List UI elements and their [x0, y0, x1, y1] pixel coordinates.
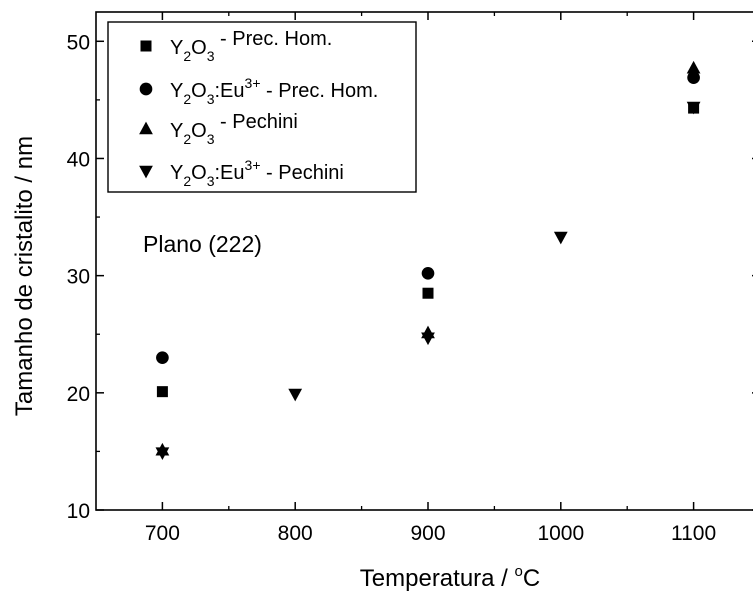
data-point-triangle-down: [421, 332, 435, 346]
legend-label-part: Y: [170, 37, 183, 59]
y-tick-label: 50: [67, 31, 90, 54]
x-axis-title: Temperatura / oC: [360, 563, 540, 592]
legend-label-part: Y: [170, 80, 183, 102]
legend-label-part: 2: [183, 173, 191, 189]
data-point-triangle-down: [553, 231, 568, 245]
legend-label: Y2O3​​ - Pechini: [170, 111, 298, 147]
legend-label-part: O: [191, 120, 207, 142]
x-tick-label: 1100: [671, 522, 716, 545]
data-point-square: [156, 386, 168, 398]
x-axis-title-degree: o: [515, 563, 523, 580]
legend-label-part: - Prec. Hom.: [215, 28, 333, 50]
legend-marker-circle: [139, 82, 153, 96]
x-axis-title-main: Temperatura /: [360, 565, 515, 592]
legend-label-part: Y: [170, 162, 183, 184]
legend-label-part: 3: [207, 48, 215, 64]
x-axis-title-unit: C: [523, 565, 540, 592]
legend-label-part: 2: [183, 48, 191, 64]
legend-label-part: 2: [183, 91, 191, 107]
legend-label-part: 3+: [245, 75, 261, 91]
data-point-circle: [421, 266, 435, 280]
legend-label: Y2O3:Eu3+ - Pechini: [170, 157, 344, 189]
legend-label: Y2O3​​ - Prec. Hom.: [170, 28, 332, 64]
legend: Y2O3​​ - Prec. Hom.Y2O3:Eu3+ - Prec. Hom…: [107, 21, 417, 193]
data-point-triangle-down: [686, 101, 701, 115]
legend-label-part: - Prec. Hom.: [261, 80, 379, 102]
legend-marker-triangle-down: [139, 165, 153, 179]
axis-ticks: 700 800 900 1000 1100 10 20 30 40 50: [67, 12, 753, 545]
legend-box: [107, 21, 417, 193]
y-tick-label: 20: [67, 383, 90, 406]
legend-label-part: O: [191, 80, 207, 102]
legend-label-part: Y: [170, 120, 183, 142]
x-tick-label: 1000: [537, 522, 584, 545]
annotation-plane: Plano (222): [143, 231, 262, 257]
legend-label-part: 3: [207, 91, 215, 107]
y-axis-title: Tamanho de cristalito / nm: [11, 136, 38, 416]
legend-label-part: 3: [207, 173, 215, 189]
legend-label-part: :Eu: [215, 162, 245, 184]
y-tick-label: 40: [67, 148, 90, 171]
legend-label: Y2O3:Eu3+ - Prec. Hom.: [170, 75, 378, 107]
legend-marker-triangle-up: [139, 121, 153, 135]
x-tick-label: 700: [145, 522, 180, 545]
legend-label-part: O: [191, 162, 207, 184]
y-tick-label: 30: [67, 266, 90, 289]
legend-label-part: - Pechini: [215, 111, 298, 133]
legend-marker-square: [140, 40, 152, 52]
x-tick-label: 800: [278, 522, 313, 545]
legend-label-part: 3+: [245, 157, 261, 173]
data-point-circle: [156, 351, 169, 364]
legend-label-part: - Pechini: [261, 162, 344, 184]
data-point-triangle-up: [686, 60, 701, 74]
legend-label-part: O: [191, 37, 207, 59]
x-tick-label: 900: [410, 522, 445, 545]
legend-label-part: 3: [207, 131, 215, 147]
data-point-circle: [687, 71, 700, 84]
data-point-square: [422, 287, 434, 299]
data-point-triangle-down: [288, 388, 303, 402]
y-tick-label: 10: [67, 500, 90, 523]
data-point-triangle-down: [155, 447, 170, 461]
data-points: [155, 60, 701, 461]
legend-label-part: :Eu: [215, 80, 245, 102]
legend-label-part: 2: [183, 131, 191, 147]
